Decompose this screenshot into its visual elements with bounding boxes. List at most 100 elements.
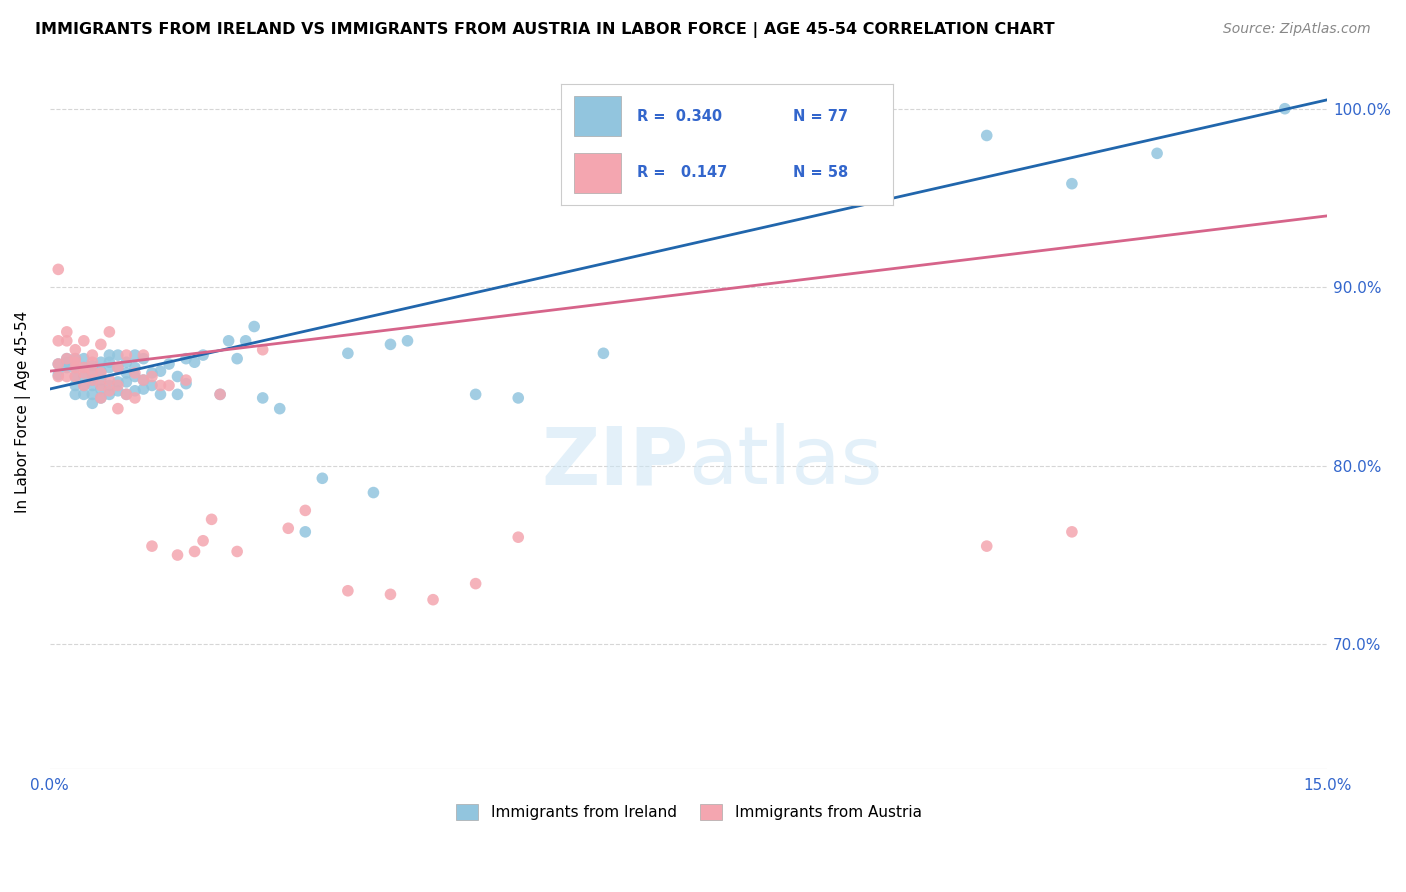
Point — [90, 355, 112, 369]
Point — [1274, 102, 1296, 116]
Legend: Immigrants from Ireland, Immigrants from Austria: Immigrants from Ireland, Immigrants from… — [450, 797, 928, 826]
Point — [157, 378, 180, 392]
Point — [65, 343, 87, 357]
Point — [73, 378, 96, 392]
Point — [209, 387, 232, 401]
Point — [46, 262, 69, 277]
Point — [65, 351, 87, 366]
Point — [294, 524, 316, 539]
Point — [56, 360, 79, 375]
Point — [65, 369, 87, 384]
Point — [115, 355, 138, 369]
Point — [46, 357, 69, 371]
Point — [149, 387, 172, 401]
Point — [191, 533, 214, 548]
Point — [115, 375, 138, 389]
Point — [73, 366, 96, 380]
Point — [380, 337, 402, 351]
Point — [65, 351, 87, 366]
Point — [132, 373, 155, 387]
Point — [132, 351, 155, 366]
Point — [90, 382, 112, 396]
Point — [115, 387, 138, 401]
Point — [243, 319, 266, 334]
Point — [98, 373, 121, 387]
Point — [82, 348, 104, 362]
Point — [976, 128, 998, 143]
Point — [46, 368, 69, 382]
Point — [336, 346, 359, 360]
Point — [98, 325, 121, 339]
Point — [294, 503, 316, 517]
Point — [141, 366, 163, 380]
Point — [46, 357, 69, 371]
Point — [73, 334, 96, 348]
Point — [149, 364, 172, 378]
Point — [149, 378, 172, 392]
Point — [90, 391, 112, 405]
Point — [82, 359, 104, 373]
Point — [235, 334, 257, 348]
Point — [90, 364, 112, 378]
Point — [183, 355, 205, 369]
Text: ZIP: ZIP — [541, 423, 689, 501]
Point — [1060, 524, 1083, 539]
Point — [191, 348, 214, 362]
Y-axis label: In Labor Force | Age 45-54: In Labor Force | Age 45-54 — [15, 311, 31, 514]
Point — [1146, 146, 1168, 161]
Point — [82, 364, 104, 378]
Point — [56, 351, 79, 366]
Point — [46, 369, 69, 384]
Point — [98, 360, 121, 375]
Point — [976, 539, 998, 553]
Point — [218, 334, 240, 348]
Point — [82, 396, 104, 410]
Point — [508, 391, 530, 405]
Point — [82, 355, 104, 369]
Point — [277, 521, 299, 535]
Point — [311, 471, 333, 485]
Point — [82, 387, 104, 401]
Point — [107, 348, 129, 362]
Point — [336, 583, 359, 598]
Point — [98, 355, 121, 369]
Point — [422, 592, 444, 607]
Point — [252, 343, 274, 357]
Point — [141, 369, 163, 384]
Point — [209, 387, 232, 401]
Point — [464, 576, 486, 591]
Point — [124, 369, 146, 384]
Point — [269, 401, 291, 416]
Point — [73, 360, 96, 375]
Point — [115, 348, 138, 362]
Point — [73, 378, 96, 392]
Point — [174, 351, 197, 366]
Point — [132, 382, 155, 396]
Point — [157, 357, 180, 371]
Point — [124, 366, 146, 380]
Point — [166, 369, 188, 384]
Point — [82, 373, 104, 387]
Point — [65, 369, 87, 384]
Point — [132, 373, 155, 387]
Point — [56, 351, 79, 366]
Point — [107, 384, 129, 398]
Point — [115, 387, 138, 401]
Point — [90, 366, 112, 380]
Point — [141, 539, 163, 553]
Point — [98, 384, 121, 398]
Point — [107, 401, 129, 416]
Point — [56, 369, 79, 384]
Point — [73, 369, 96, 384]
Point — [107, 360, 129, 375]
Point — [115, 366, 138, 380]
Point — [363, 485, 385, 500]
Point — [56, 325, 79, 339]
Point — [183, 544, 205, 558]
Point — [82, 378, 104, 392]
Point — [98, 348, 121, 362]
Point — [107, 360, 129, 375]
Text: atlas: atlas — [689, 423, 883, 501]
Point — [98, 378, 121, 392]
Point — [226, 544, 249, 558]
